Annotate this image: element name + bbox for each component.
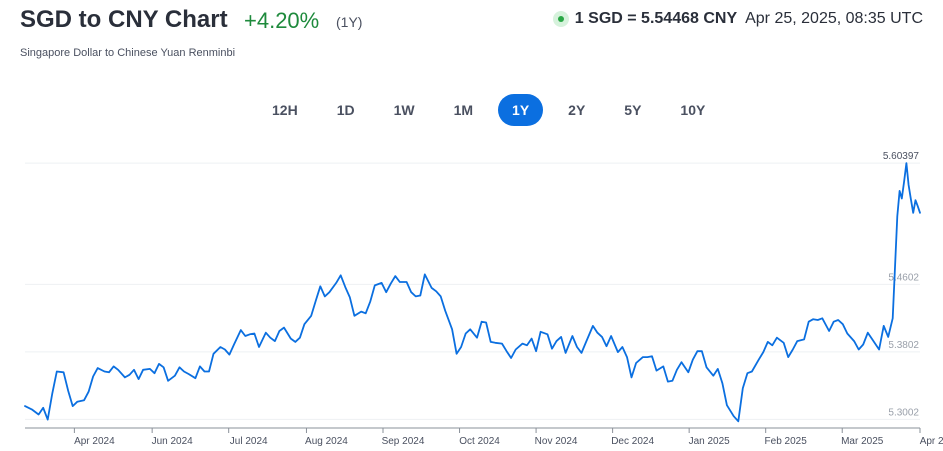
chart-subtitle: Singapore Dollar to Chinese Yuan Renminb… [20,47,236,59]
series-line [24,162,921,423]
live-rate: 1 SGD = 5.54468 CNY Apr 25, 2025, 08:35 … [552,10,923,28]
y-tick-label: 5.4602 [888,272,919,283]
rate-value: 1 SGD = 5.54468 CNY [574,10,738,27]
tab-2y[interactable]: 2Y [568,102,586,118]
x-tick-label: Dec 2024 [611,436,654,447]
tab-1w[interactable]: 1W [393,102,415,118]
x-tick-label: Jun 2024 [152,436,194,447]
tab-10y[interactable]: 10Y [680,102,706,118]
tab-12h[interactable]: 12H [272,102,298,118]
x-tick-label: Feb 2025 [765,436,808,447]
percent-change: +4.20% [244,8,320,33]
x-tick-label: Oct 2024 [459,436,500,447]
page-title: SGD to CNY Chart [20,6,228,33]
tab-5y[interactable]: 5Y [624,102,642,118]
x-tick-label: Aug 2024 [305,436,348,447]
period-label: (1Y) [336,14,363,30]
x-tick-label: Jan 2025 [689,436,731,447]
x-tick-label: Nov 2024 [535,436,578,447]
x-tick-label: Apr 2025 [920,436,943,447]
exchange-rate-chart: 5.60397 5.4602 5.3802 5.3002 Apr 2024 Jun 202… [24,151,943,447]
tab-1d[interactable]: 1D [336,102,355,118]
rate-timestamp: Apr 25, 2025, 08:35 UTC [745,10,923,27]
y-tick-label: 5.60397 [883,151,920,162]
y-tick-label: 5.3002 [888,407,919,418]
x-tick-label: Jul 2024 [230,436,268,447]
tab-1m[interactable]: 1M [453,102,474,118]
x-tick-label: Sep 2024 [382,436,425,447]
y-tick-label: 5.3802 [888,340,919,351]
tab-1y[interactable]: 1Y [498,94,544,126]
live-indicator-icon [552,11,569,27]
x-tick-label: Mar 2025 [841,436,884,447]
timeframe-tabs: 12H 1D 1W 1M 1Y 2Y 5Y 10Y [258,94,730,126]
chart-header: SGD to CNY Chart +4.20% (1Y) 1 SGD = 5.5… [20,6,923,46]
x-tick-label: Apr 2024 [74,436,115,447]
